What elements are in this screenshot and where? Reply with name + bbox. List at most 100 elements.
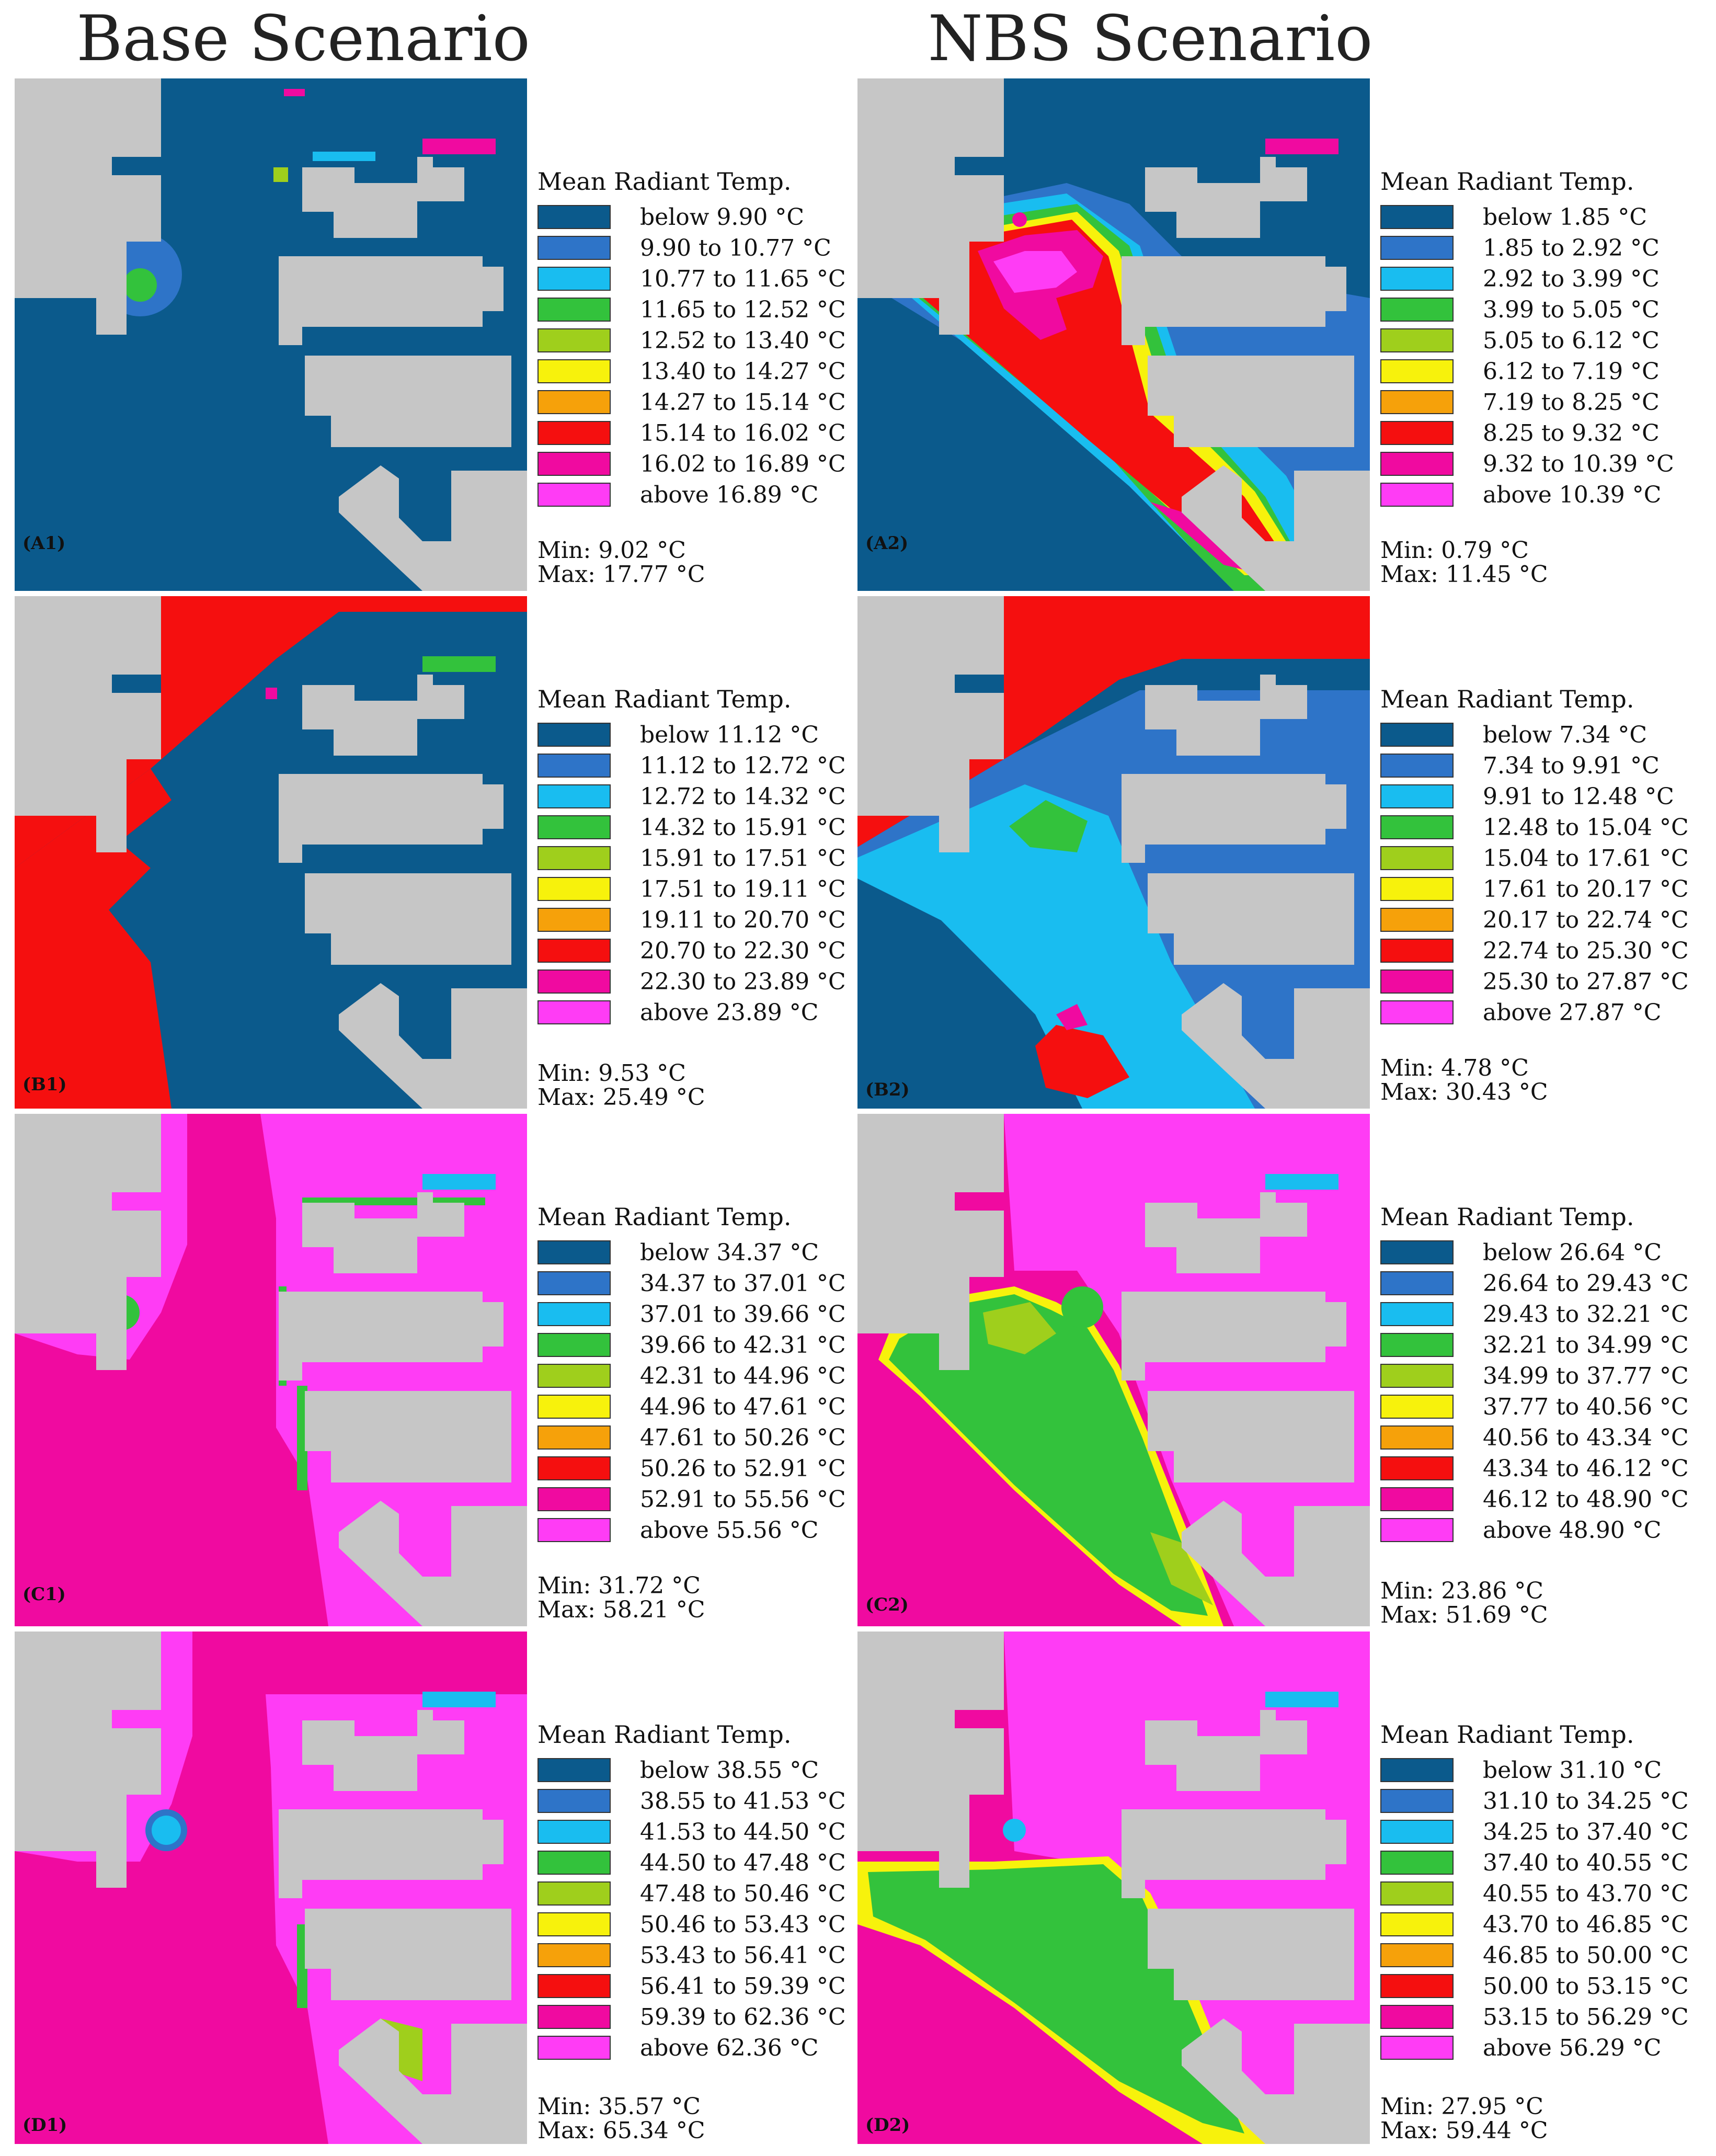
- legend-swatch: [1380, 205, 1454, 229]
- legend-swatch: [537, 1789, 611, 1813]
- legend-range-label: 22.74 to 25.30 °C: [1483, 938, 1689, 964]
- legend-row: 17.51 to 19.11 °C: [537, 876, 856, 903]
- legend-row: 11.65 to 12.52 °C: [537, 296, 856, 324]
- legend-range-label: 15.91 to 17.51 °C: [640, 845, 846, 872]
- legend-swatch: [1380, 815, 1454, 839]
- panel-c1: (C1) Mean Radiant Temp. below 34.37 °C 34…: [15, 1114, 856, 1626]
- legend-range-label: 7.34 to 9.91 °C: [1483, 752, 1660, 779]
- legend-row: 9.90 to 10.77 °C: [537, 235, 856, 262]
- legend-row: above 10.39 °C: [1380, 482, 1699, 509]
- legend-row: above 27.87 °C: [1380, 999, 1699, 1026]
- min-value: Min: 0.79 °C: [1380, 537, 1529, 564]
- legend-row: 52.91 to 55.56 °C: [537, 1486, 856, 1513]
- legend-swatch: [537, 328, 611, 352]
- legend-range-label: 1.85 to 2.92 °C: [1483, 235, 1660, 261]
- legend-row: 12.52 to 13.40 °C: [537, 327, 856, 355]
- panel-label-c1: (C1): [22, 1584, 66, 1605]
- legend-range-label: above 23.89 °C: [640, 999, 819, 1026]
- legend-range-label: 40.56 to 43.34 °C: [1483, 1424, 1689, 1451]
- legend-range-label: 10.77 to 11.65 °C: [640, 266, 846, 292]
- legend-swatch: [1380, 421, 1454, 445]
- panel-b2: (B2) Mean Radiant Temp. below 7.34 °C 7.3…: [857, 596, 1699, 1109]
- legend-range-label: 32.21 to 34.99 °C: [1483, 1332, 1689, 1359]
- legend-swatch: [537, 1758, 611, 1782]
- legend-row: below 1.85 °C: [1380, 204, 1699, 231]
- legend-title: Mean Radiant Temp.: [537, 167, 792, 196]
- min-value: Min: 9.53 °C: [537, 1060, 686, 1087]
- legend-row: 37.77 to 40.56 °C: [1380, 1394, 1699, 1421]
- legend-row: 20.70 to 22.30 °C: [537, 938, 856, 965]
- legend-range-label: 9.32 to 10.39 °C: [1483, 451, 1674, 477]
- legend-swatch: [537, 1820, 611, 1844]
- legend-swatch: [537, 390, 611, 414]
- map-a2: (A2): [857, 78, 1370, 591]
- legend-range-label: 15.14 to 16.02 °C: [640, 420, 846, 447]
- legend-range-label: 15.04 to 17.61 °C: [1483, 845, 1689, 872]
- legend-swatch: [537, 1912, 611, 1936]
- legend-swatch: [1380, 1851, 1454, 1875]
- legend-range-label: 5.05 to 6.12 °C: [1483, 327, 1660, 354]
- legend-range-label: 6.12 to 7.19 °C: [1483, 358, 1660, 385]
- legend-row: 9.91 to 12.48 °C: [1380, 783, 1699, 811]
- legend-range-label: 8.25 to 9.32 °C: [1483, 420, 1660, 447]
- legend-row: 37.40 to 40.55 °C: [1380, 1850, 1699, 1877]
- base-scenario-title: Base Scenario: [76, 3, 530, 75]
- panel-label-d2: (D2): [865, 2115, 910, 2136]
- legend-range-label: 43.70 to 46.85 °C: [1483, 1911, 1689, 1938]
- legend-range-label: 26.64 to 29.43 °C: [1483, 1270, 1689, 1297]
- legend-row: 14.27 to 15.14 °C: [537, 389, 856, 416]
- legend-range-label: 53.15 to 56.29 °C: [1483, 2004, 1689, 2030]
- legend-range-label: 25.30 to 27.87 °C: [1483, 968, 1689, 995]
- map-b1: (B1): [15, 596, 527, 1109]
- legend-swatch: [1380, 1425, 1454, 1450]
- legend-row: 40.56 to 43.34 °C: [1380, 1424, 1699, 1452]
- legend-range-label: 14.32 to 15.91 °C: [640, 814, 846, 841]
- legend-range-label: below 34.37 °C: [640, 1239, 819, 1266]
- legend-swatch: [537, 815, 611, 839]
- legend-row: 34.25 to 37.40 °C: [1380, 1819, 1699, 1846]
- legend-row: 3.99 to 5.05 °C: [1380, 296, 1699, 324]
- legend-b2: Mean Radiant Temp. below 7.34 °C 7.34 to …: [1380, 596, 1699, 1109]
- legend-swatch: [537, 1364, 611, 1388]
- legend-swatch: [1380, 723, 1454, 747]
- map-d2: (D2): [857, 1632, 1370, 2144]
- legend-swatch: [1380, 939, 1454, 963]
- min-value: Min: 23.86 °C: [1380, 1578, 1543, 1604]
- min-value: Min: 35.57 °C: [537, 2093, 701, 2120]
- legend-swatch: [1380, 1271, 1454, 1295]
- legend-swatch: [537, 877, 611, 901]
- panel-d2: (D2) Mean Radiant Temp. below 31.10 °C 31…: [857, 1632, 1699, 2144]
- legend-row: 39.66 to 42.31 °C: [537, 1332, 856, 1359]
- legend-swatch: [537, 1333, 611, 1357]
- legend-swatch: [1380, 267, 1454, 291]
- legend-row: 34.99 to 37.77 °C: [1380, 1363, 1699, 1390]
- legend-row: below 11.12 °C: [537, 722, 856, 749]
- legend-row: 8.25 to 9.32 °C: [1380, 420, 1699, 447]
- legend-range-label: 31.10 to 34.25 °C: [1483, 1788, 1689, 1815]
- legend-c1: Mean Radiant Temp. below 34.37 °C 34.37 t…: [537, 1114, 856, 1626]
- legend-swatch: [537, 421, 611, 445]
- legend-row: 50.26 to 52.91 °C: [537, 1455, 856, 1482]
- legend-swatch: [537, 1518, 611, 1542]
- legend-range-label: 12.72 to 14.32 °C: [640, 783, 846, 810]
- legend-range-label: 34.25 to 37.40 °C: [1483, 1819, 1689, 1845]
- legend-swatch: [1380, 754, 1454, 778]
- legend-swatch: [537, 1425, 611, 1450]
- legend-swatch: [1380, 483, 1454, 507]
- legend-range-label: 20.17 to 22.74 °C: [1483, 907, 1689, 933]
- legend-swatch: [537, 723, 611, 747]
- legend-row: 2.92 to 3.99 °C: [1380, 266, 1699, 293]
- legend-range-label: below 26.64 °C: [1483, 1239, 1662, 1266]
- legend-range-label: 7.19 to 8.25 °C: [1483, 389, 1660, 416]
- legend-row: 50.00 to 53.15 °C: [1380, 1973, 1699, 2000]
- legend-row: above 48.90 °C: [1380, 1517, 1699, 1544]
- panel-label-b2: (B2): [865, 1079, 910, 1100]
- legend-range-label: 53.43 to 56.41 °C: [640, 1942, 846, 1969]
- legend-range-label: above 62.36 °C: [640, 2035, 819, 2061]
- legend-range-label: below 38.55 °C: [640, 1757, 819, 1784]
- legend-range-label: 47.48 to 50.46 °C: [640, 1880, 846, 1907]
- min-value: Min: 27.95 °C: [1380, 2093, 1543, 2120]
- legend-range-label: above 10.39 °C: [1483, 482, 1662, 508]
- legend-swatch: [1380, 390, 1454, 414]
- map-d1: (D1): [15, 1632, 527, 2144]
